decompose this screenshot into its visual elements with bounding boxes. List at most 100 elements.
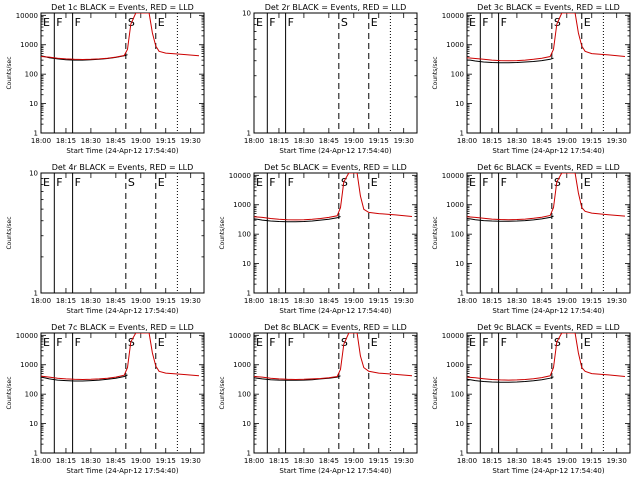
event-marker-label: E bbox=[256, 176, 263, 189]
event-marker-label: E bbox=[43, 16, 50, 29]
x-tick-label: 18:15 bbox=[56, 137, 76, 145]
plot-frame bbox=[40, 12, 205, 134]
y-tick-label: 1000 bbox=[446, 201, 464, 209]
series-line bbox=[467, 215, 554, 222]
y-tick-label: 100 bbox=[25, 391, 38, 399]
chart-title: Det 1c BLACK = Events, RED = LLD bbox=[51, 3, 194, 12]
y-tick-label: 10 bbox=[455, 420, 464, 428]
y-tick-label: 10 bbox=[242, 10, 251, 18]
y-axis-label: Counts/sec bbox=[432, 376, 439, 409]
x-tick-label: 19:00 bbox=[131, 137, 151, 145]
y-tick-label: 100 bbox=[25, 71, 38, 79]
y-tick-label: 1000 bbox=[446, 41, 464, 49]
x-tick-label: 18:45 bbox=[319, 137, 339, 145]
x-tick-label: 18:15 bbox=[269, 137, 289, 145]
series-line bbox=[41, 54, 128, 61]
x-tick-label: 19:30 bbox=[394, 137, 414, 145]
x-tick-label: 19:00 bbox=[344, 457, 364, 465]
event-marker-label: E bbox=[371, 336, 378, 349]
x-tick-label: 18:30 bbox=[81, 137, 101, 145]
x-axis-label: Start Time (24-Apr-12 17:54:40) bbox=[279, 147, 391, 155]
series-line bbox=[467, 173, 626, 221]
x-tick-label: 18:45 bbox=[106, 297, 126, 305]
x-tick-label: 18:00 bbox=[457, 457, 477, 465]
x-tick-label: 18:15 bbox=[269, 297, 289, 305]
y-tick-label: 1 bbox=[247, 130, 251, 138]
y-tick-label: 1 bbox=[34, 450, 38, 458]
x-tick-label: 19:15 bbox=[369, 457, 389, 465]
x-tick-label: 19:30 bbox=[394, 297, 414, 305]
x-tick-label: 18:00 bbox=[244, 137, 264, 145]
x-tick-label: 18:00 bbox=[244, 457, 264, 465]
x-tick-label: 18:30 bbox=[294, 137, 314, 145]
y-tick-label: 10 bbox=[29, 170, 38, 178]
event-marker-label: E bbox=[43, 176, 50, 189]
event-marker-label: E bbox=[158, 336, 165, 349]
x-tick-label: 19:30 bbox=[181, 457, 201, 465]
x-tick-label: 19:30 bbox=[607, 137, 627, 145]
y-tick-label: 1 bbox=[34, 290, 38, 298]
event-marker-label: F bbox=[288, 16, 294, 29]
x-axis-label: Start Time (24-Apr-12 17:54:40) bbox=[66, 147, 178, 155]
event-marker-label: E bbox=[256, 16, 263, 29]
y-tick-label: 10000 bbox=[16, 12, 38, 20]
chart-panel: Det 7c BLACK = Events, RED = LLD Counts/s… bbox=[6, 323, 205, 475]
chart-panel: Det 4r BLACK = Events, RED = LLD Counts/s… bbox=[6, 163, 205, 315]
x-tick-label: 18:30 bbox=[81, 457, 101, 465]
event-marker-label: E bbox=[469, 16, 476, 29]
chart-panel: Det 2r BLACK = Events, RED = LLD Start Ti… bbox=[242, 3, 418, 155]
event-marker-label: E bbox=[158, 176, 165, 189]
x-tick-label: 18:00 bbox=[457, 137, 477, 145]
x-tick-label: 19:15 bbox=[156, 457, 176, 465]
event-marker-label: F bbox=[269, 176, 275, 189]
event-marker-label: F bbox=[269, 336, 275, 349]
event-marker-label: E bbox=[256, 336, 263, 349]
y-axis-label: Counts/sec bbox=[219, 376, 226, 409]
y-axis-label: Counts/sec bbox=[219, 216, 226, 249]
series-line bbox=[41, 333, 200, 381]
x-tick-label: 18:45 bbox=[532, 137, 552, 145]
chart-panel: Det 1c BLACK = Events, RED = LLD Counts/s… bbox=[6, 3, 205, 155]
chart-title: Det 6c BLACK = Events, RED = LLD bbox=[477, 163, 620, 172]
y-tick-label: 10000 bbox=[442, 172, 464, 180]
x-axis-label: Start Time (24-Apr-12 17:54:40) bbox=[492, 307, 604, 315]
x-tick-label: 18:30 bbox=[507, 457, 527, 465]
y-tick-label: 100 bbox=[451, 391, 464, 399]
x-tick-label: 19:15 bbox=[369, 297, 389, 305]
plot-frame bbox=[466, 172, 631, 294]
plot-frame bbox=[40, 172, 205, 294]
x-axis-label: Start Time (24-Apr-12 17:54:40) bbox=[492, 467, 604, 475]
chart-panel: Det 3c BLACK = Events, RED = LLD Counts/s… bbox=[432, 3, 631, 155]
x-axis-label: Start Time (24-Apr-12 17:54:40) bbox=[492, 147, 604, 155]
chart-title: Det 2r BLACK = Events, RED = LLD bbox=[265, 3, 407, 12]
series-line bbox=[254, 216, 341, 223]
plot-frame bbox=[466, 332, 631, 454]
y-axis-label: Counts/sec bbox=[6, 56, 13, 89]
x-tick-label: 18:00 bbox=[31, 297, 51, 305]
y-tick-label: 10 bbox=[455, 100, 464, 108]
y-tick-label: 1000 bbox=[233, 201, 251, 209]
x-tick-label: 19:30 bbox=[607, 297, 627, 305]
event-marker-label: E bbox=[584, 16, 591, 29]
chart-title: Det 4r BLACK = Events, RED = LLD bbox=[52, 163, 194, 172]
event-marker-label: E bbox=[584, 176, 591, 189]
x-tick-label: 19:00 bbox=[557, 457, 577, 465]
series-line bbox=[467, 376, 554, 383]
x-tick-label: 18:30 bbox=[81, 297, 101, 305]
y-tick-label: 1 bbox=[247, 450, 251, 458]
x-tick-label: 18:00 bbox=[31, 137, 51, 145]
event-marker-label: E bbox=[371, 16, 378, 29]
x-tick-label: 18:45 bbox=[319, 297, 339, 305]
x-tick-label: 18:00 bbox=[31, 457, 51, 465]
chart-title: Det 3c BLACK = Events, RED = LLD bbox=[477, 3, 620, 12]
y-axis-label: Counts/sec bbox=[6, 216, 13, 249]
y-tick-label: 100 bbox=[451, 231, 464, 239]
event-marker-label: E bbox=[584, 336, 591, 349]
event-marker-label: F bbox=[269, 16, 275, 29]
event-marker-label: E bbox=[469, 176, 476, 189]
event-marker-label: F bbox=[288, 176, 294, 189]
x-tick-label: 18:00 bbox=[244, 297, 264, 305]
y-tick-label: 1 bbox=[460, 130, 464, 138]
y-tick-label: 1000 bbox=[20, 41, 38, 49]
